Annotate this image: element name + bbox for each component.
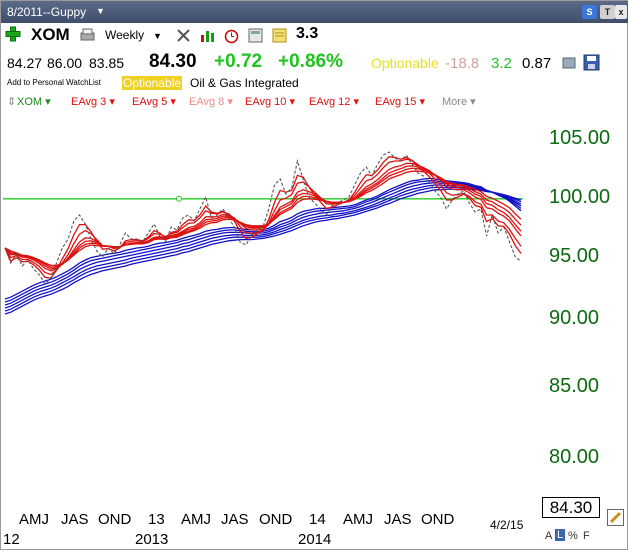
info-row: Add to Personal WatchList Optionable Oil… xyxy=(1,75,628,91)
last-date-label: 4/2/15 xyxy=(490,518,524,532)
industry-label[interactable]: Oil & Gas Integrated xyxy=(190,76,299,90)
scale-log-button[interactable]: L xyxy=(555,529,566,541)
metric-one: -18.8 xyxy=(445,55,480,72)
window-title: 8/2011--Guppy xyxy=(7,5,87,19)
trend-line-handle[interactable] xyxy=(176,195,182,202)
last-price-box: 84.30 xyxy=(542,497,600,518)
chart-plot-svg[interactable] xyxy=(1,109,628,551)
add-plus-icon[interactable] xyxy=(5,26,21,42)
sort-arrows-icon[interactable]: ⇕ xyxy=(7,96,17,108)
x-month-label: 14 xyxy=(309,511,326,528)
x-month-label: 13 xyxy=(148,511,165,528)
optionable-tag: Optionable xyxy=(122,76,183,90)
indicator-eavg-8[interactable]: EAvg 8 ▾ xyxy=(189,96,233,108)
indicator-eavg-12[interactable]: EAvg 12 ▾ xyxy=(309,96,359,108)
x-month-label: AMJ xyxy=(181,511,211,528)
low-price: 83.85 xyxy=(89,55,125,71)
price-change-percent: +0.86% xyxy=(278,51,343,72)
note-icon[interactable] xyxy=(271,27,288,44)
x-month-label: OND xyxy=(98,511,132,528)
toolbar: XOM Weekly ▼ 3.3 xyxy=(1,23,628,49)
indicator-eavg-8-label: EAvg 8 xyxy=(189,96,225,108)
chevron-down-icon[interactable]: ▼ xyxy=(153,31,162,41)
y-tick-label: 85.00 xyxy=(549,375,600,397)
more-indicators-button[interactable]: More ▾ xyxy=(442,96,476,108)
indicator-eavg-10-label: EAvg 10 xyxy=(245,96,287,108)
y-tick-label: 100.00 xyxy=(549,186,611,208)
y-tick-label: 105.00 xyxy=(549,127,611,149)
x-month-label: OND xyxy=(259,511,293,528)
y-tick-label: 90.00 xyxy=(549,307,600,329)
long-ema-line xyxy=(4,188,522,315)
open-price: 84.27 xyxy=(7,55,43,71)
metric-two: 3.2 xyxy=(491,55,512,72)
indicator-symbol-label: XOM xyxy=(17,96,43,108)
quote-row: 84.27 86.00 83.85 84.30 +0.72 +0.86% Opt… xyxy=(1,51,628,75)
tools-icon[interactable] xyxy=(175,27,192,44)
calculator-icon[interactable] xyxy=(247,27,264,44)
indicator-eavg-12-label: EAvg 12 xyxy=(309,96,351,108)
title-dropdown-icon[interactable]: ▼ xyxy=(96,6,105,16)
skype-icon[interactable]: S xyxy=(582,5,597,19)
short-ema-line xyxy=(4,165,522,270)
x-year-label: 2014 xyxy=(298,531,332,548)
add-to-watchlist-link[interactable]: Add to Personal WatchList xyxy=(7,78,101,87)
indicator-eavg-15[interactable]: EAvg 15 ▾ xyxy=(375,96,425,108)
template-icon[interactable]: T xyxy=(600,5,615,19)
y-tick-label: 80.00 xyxy=(549,446,600,468)
save-icon[interactable] xyxy=(583,54,600,71)
print-icon[interactable] xyxy=(79,27,96,44)
high-price: 86.00 xyxy=(47,55,83,71)
draw-pencil-icon[interactable] xyxy=(607,509,624,526)
x-month-label: JAS xyxy=(384,511,412,528)
close-icon[interactable]: x xyxy=(615,5,627,19)
rank-value: 3.3 xyxy=(296,25,319,42)
short-ema-line xyxy=(4,156,522,279)
price-line xyxy=(4,151,522,285)
long-ema-line xyxy=(4,186,522,312)
long-ema-line xyxy=(4,181,522,306)
x-year-label: 12 xyxy=(3,531,20,548)
optionable-label: Optionable xyxy=(371,55,439,71)
scale-auto-button[interactable]: A xyxy=(545,530,553,542)
long-ema-line xyxy=(4,184,522,309)
alarm-clock-icon[interactable] xyxy=(223,27,240,44)
scale-fixed-button[interactable]: F xyxy=(583,530,590,542)
indicator-eavg-5[interactable]: EAvg 5 ▾ xyxy=(132,96,176,108)
x-month-label: JAS xyxy=(221,511,249,528)
x-month-label: AMJ xyxy=(343,511,373,528)
title-bar: 8/2011--Guppy ▼ S T x xyxy=(1,1,628,23)
short-ema-line xyxy=(4,158,522,276)
chart-type-icon[interactable] xyxy=(199,27,216,44)
scale-percent-button[interactable]: % xyxy=(568,530,578,542)
indicator-eavg-3-label: EAvg 3 xyxy=(71,96,107,108)
x-month-label: OND xyxy=(421,511,455,528)
price-chart[interactable]: 105.00 100.00 95.00 90.00 85.00 80.00 AM… xyxy=(1,109,628,551)
symbol-label[interactable]: XOM xyxy=(31,25,70,44)
metric-three: 0.87 xyxy=(522,55,552,72)
indicator-eavg-5-label: EAvg 5 xyxy=(132,96,168,108)
database-icon[interactable] xyxy=(561,55,577,71)
indicator-symbol[interactable]: XOM ▾ xyxy=(17,96,51,108)
y-tick-label: 95.00 xyxy=(549,245,600,267)
price-change: +0.72 xyxy=(214,51,263,72)
indicator-eavg-10[interactable]: EAvg 10 ▾ xyxy=(245,96,295,108)
indicator-eavg-15-label: EAvg 15 xyxy=(375,96,417,108)
period-select[interactable]: Weekly xyxy=(105,28,145,42)
x-month-label: JAS xyxy=(61,511,89,528)
x-month-label: AMJ xyxy=(19,511,49,528)
indicator-eavg-3[interactable]: EAvg 3 ▾ xyxy=(71,96,115,108)
x-year-label: 2013 xyxy=(135,531,169,548)
more-indicators-label: More xyxy=(442,96,468,108)
last-price: 84.30 xyxy=(149,51,197,72)
indicator-bar: ⇕ XOM ▾ EAvg 3 ▾ EAvg 5 ▾ EAvg 8 ▾ EAvg … xyxy=(1,93,628,109)
